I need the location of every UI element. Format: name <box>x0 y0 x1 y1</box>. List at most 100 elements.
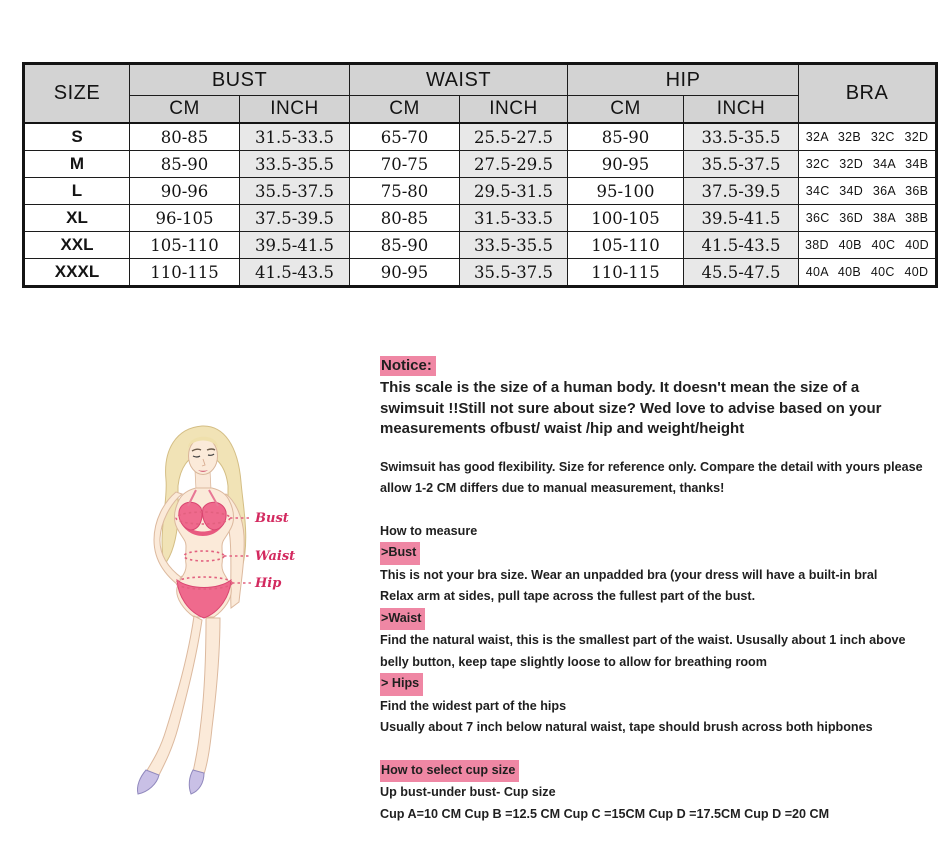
cell-size: XL <box>23 204 130 232</box>
cell-hip-inch: 37.5-39.5 <box>683 177 799 205</box>
nose <box>201 458 206 467</box>
col-header-waist: WAIST <box>349 63 568 96</box>
bikini-straps <box>187 489 219 507</box>
cell-bra: 38D 40B 40C 40D <box>798 231 937 259</box>
text-line: belly button, keep tape slightly loose t… <box>380 654 767 669</box>
text-line: Cup A=10 CM Cup B =12.5 CM Cup C =15CM C… <box>380 806 830 821</box>
left-shoe <box>137 769 160 795</box>
cell-hip-cm: 90-95 <box>567 150 684 178</box>
cell-hip-cm: 105-110 <box>567 231 684 259</box>
figure-label-hip: Hip <box>254 576 281 591</box>
cell-size: XXXL <box>23 258 130 287</box>
cell-bust-inch: 35.5-37.5 <box>239 177 350 205</box>
cell-hip-cm: 95-100 <box>567 177 684 205</box>
cell-hip-cm: 100-105 <box>567 204 684 232</box>
measure-waist-text: Find the natural waist, this is the smal… <box>380 630 932 673</box>
cell-hip-cm: 85-90 <box>567 122 684 151</box>
cell-hip-inch: 39.5-41.5 <box>683 204 799 232</box>
cup-size-title: How to select cup size <box>380 759 520 782</box>
table-row: XL 96-105 37.5-39.5 80-85 31.5-33.5 100-105 39… <box>23 204 937 232</box>
right-shoe <box>188 769 205 795</box>
bikini-top-band <box>179 518 226 536</box>
eyebrows <box>191 448 216 452</box>
table-row: XXL 105-110 39.5-41.5 85-90 33.5-35.5 105-110… <box>23 231 937 259</box>
sub-header-bust-inch: INCH <box>239 95 350 124</box>
size-table-body: S 80-85 31.5-33.5 65-70 25.5-27.5 85-90 33.5-3… <box>23 122 937 287</box>
cell-waist-inch: 29.5-31.5 <box>459 177 568 205</box>
col-header-hip: HIP <box>567 63 799 96</box>
cell-bust-cm: 105-110 <box>129 231 240 259</box>
cell-bust-cm: 90-96 <box>129 177 240 205</box>
header-row-units: CM INCH CM INCH CM INCH <box>24 95 937 124</box>
text-line: This is not your bra size. Wear an unpad… <box>380 567 878 582</box>
cell-size: S <box>23 122 130 151</box>
text-line: measurements ofbust/ waist /hip and weig… <box>380 420 745 437</box>
notice-paragraph: This scale is the size of a human body. … <box>380 378 932 440</box>
size-info: Notice: This scale is the size of a huma… <box>380 356 932 825</box>
cell-size: XXL <box>23 231 130 259</box>
cell-waist-inch: 31.5-33.5 <box>459 204 568 232</box>
bikini-bottom <box>176 578 232 619</box>
cell-waist-inch: 35.5-37.5 <box>459 258 568 287</box>
fringe <box>188 436 218 448</box>
sub-header-hip-cm: CM <box>567 95 684 124</box>
cell-hip-inch: 45.5-47.5 <box>683 258 799 287</box>
cell-bust-inch: 37.5-39.5 <box>239 204 350 232</box>
cell-waist-inch: 33.5-35.5 <box>459 231 568 259</box>
size-table: SIZE BUST WAIST HIP BRA CM INCH CM INCH … <box>22 62 938 288</box>
header-row-groups: SIZE BUST WAIST HIP BRA <box>23 63 937 124</box>
figure-sketch: Bust Waist Hip <box>137 425 295 795</box>
measure-bust-text: This is not your bra size. Wear an unpad… <box>380 565 932 608</box>
how-to-measure-title: How to measure <box>380 523 478 538</box>
table-row: S 80-85 31.5-33.5 65-70 25.5-27.5 85-90 33.5-3… <box>23 122 937 151</box>
cell-bust-inch: 31.5-33.5 <box>239 122 350 151</box>
table-row: L 90-96 35.5-37.5 75-80 29.5-31.5 95-100 37.5-… <box>23 177 937 205</box>
cell-bust-cm: 80-85 <box>129 122 240 151</box>
text-line: Swimsuit has good flexibility. Size for … <box>380 459 923 474</box>
cell-bra: 32A 32B 32C 32D <box>798 122 937 151</box>
text-line: Find the widest part of the hips <box>380 698 567 713</box>
cell-waist-inch: 27.5-29.5 <box>459 150 568 178</box>
col-header-bra: BRA <box>798 63 937 124</box>
cell-bra: 40A 40B 40C 40D <box>798 258 937 287</box>
eyes <box>192 453 215 458</box>
cell-bust-inch: 41.5-43.5 <box>239 258 350 287</box>
figure-label-waist: Waist <box>255 549 295 564</box>
text-line: Up bust-under bust- Cup size <box>380 785 556 799</box>
measure-hips-text: Find the widest part of the hips Usually … <box>380 696 932 739</box>
text-line: Usually about 7 inch below natural waist… <box>380 720 873 734</box>
text-line: allow 1-2 CM differs due to manual measu… <box>380 481 725 495</box>
cell-waist-cm: 70-75 <box>349 150 460 178</box>
cell-bra: 36C 36D 38A 38B <box>798 204 937 232</box>
sub-header-waist-inch: INCH <box>459 95 568 124</box>
cell-size: L <box>23 177 130 205</box>
measurement-figure: Bust Waist Hip <box>100 420 360 820</box>
cell-bust-cm: 96-105 <box>129 204 240 232</box>
measure-hips-label: > Hips <box>380 673 424 696</box>
cell-waist-cm: 90-95 <box>349 258 460 287</box>
cell-size: M <box>23 150 130 178</box>
left-leg <box>145 615 203 778</box>
cell-waist-cm: 80-85 <box>349 204 460 232</box>
table-row: M 85-90 33.5-35.5 70-75 27.5-29.5 90-95 35.5-3… <box>23 150 937 178</box>
cell-hip-inch: 33.5-35.5 <box>683 122 799 151</box>
sub-header-waist-cm: CM <box>349 95 460 124</box>
notice-heading: Notice: <box>380 356 436 376</box>
col-header-size: SIZE <box>23 63 130 124</box>
text-line: This scale is the size of a human body. … <box>380 379 860 396</box>
cell-bra: 34C 34D 36A 36B <box>798 177 937 205</box>
flexibility-note: Swimsuit has good flexibility. Size for … <box>380 457 932 500</box>
text-line: Find the natural waist, this is the smal… <box>380 633 906 647</box>
sub-header-bust-cm: CM <box>129 95 240 124</box>
cell-waist-inch: 25.5-27.5 <box>459 122 568 151</box>
measure-bust-label: >Bust <box>380 542 421 565</box>
cell-bust-inch: 39.5-41.5 <box>239 231 350 259</box>
cell-bust-inch: 33.5-35.5 <box>239 150 350 178</box>
figure-label-bust: Bust <box>254 511 289 526</box>
cell-waist-cm: 65-70 <box>349 122 460 151</box>
cell-bust-cm: 110-115 <box>129 258 240 287</box>
table-row: XXXL 110-115 41.5-43.5 90-95 35.5-37.5 110-11… <box>23 258 937 287</box>
cell-hip-cm: 110-115 <box>567 258 684 287</box>
col-header-bust: BUST <box>129 63 350 96</box>
